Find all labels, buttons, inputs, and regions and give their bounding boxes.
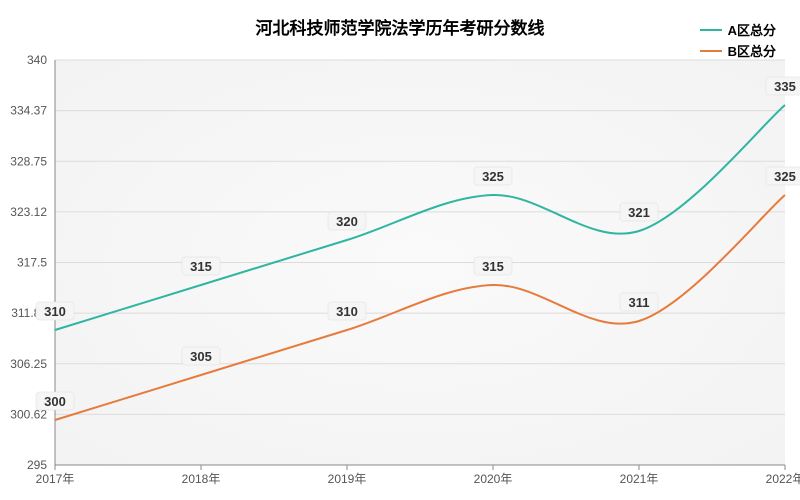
svg-text:335: 335 xyxy=(774,79,796,94)
svg-text:325: 325 xyxy=(482,169,504,184)
chart-svg: 295300.62306.25311.87317.5323.12328.7533… xyxy=(0,0,800,500)
svg-text:325: 325 xyxy=(774,169,796,184)
svg-text:310: 310 xyxy=(336,304,358,319)
svg-text:340: 340 xyxy=(27,53,47,67)
svg-text:2022年: 2022年 xyxy=(766,472,800,486)
legend: A区总分 B区总分 xyxy=(700,20,776,62)
svg-text:300: 300 xyxy=(44,394,66,409)
svg-text:2021年: 2021年 xyxy=(620,472,659,486)
svg-text:305: 305 xyxy=(190,349,212,364)
legend-label-b: B区总分 xyxy=(728,41,776,60)
svg-text:2019年: 2019年 xyxy=(328,472,367,486)
legend-swatch-a xyxy=(700,29,722,31)
svg-text:328.75: 328.75 xyxy=(10,154,47,168)
svg-text:320: 320 xyxy=(336,214,358,229)
svg-text:321: 321 xyxy=(628,205,650,220)
svg-text:295: 295 xyxy=(27,458,47,472)
chart-title: 河北科技师范学院法学历年考研分数线 xyxy=(0,14,800,39)
svg-text:2020年: 2020年 xyxy=(474,472,513,486)
chart-container: 河北科技师范学院法学历年考研分数线 A区总分 B区总分 295300.62306… xyxy=(0,0,800,500)
svg-text:2017年: 2017年 xyxy=(36,472,75,486)
svg-text:317.5: 317.5 xyxy=(17,256,47,270)
legend-item-b: B区总分 xyxy=(700,41,776,60)
svg-text:311: 311 xyxy=(629,295,650,310)
svg-text:2018年: 2018年 xyxy=(182,472,221,486)
legend-swatch-b xyxy=(700,50,722,52)
legend-item-a: A区总分 xyxy=(700,20,776,39)
svg-text:334.37: 334.37 xyxy=(10,104,47,118)
svg-text:310: 310 xyxy=(44,304,66,319)
legend-label-a: A区总分 xyxy=(728,20,776,39)
svg-text:315: 315 xyxy=(482,259,504,274)
svg-text:306.25: 306.25 xyxy=(10,357,47,371)
svg-text:323.12: 323.12 xyxy=(10,205,47,219)
svg-text:315: 315 xyxy=(190,259,212,274)
